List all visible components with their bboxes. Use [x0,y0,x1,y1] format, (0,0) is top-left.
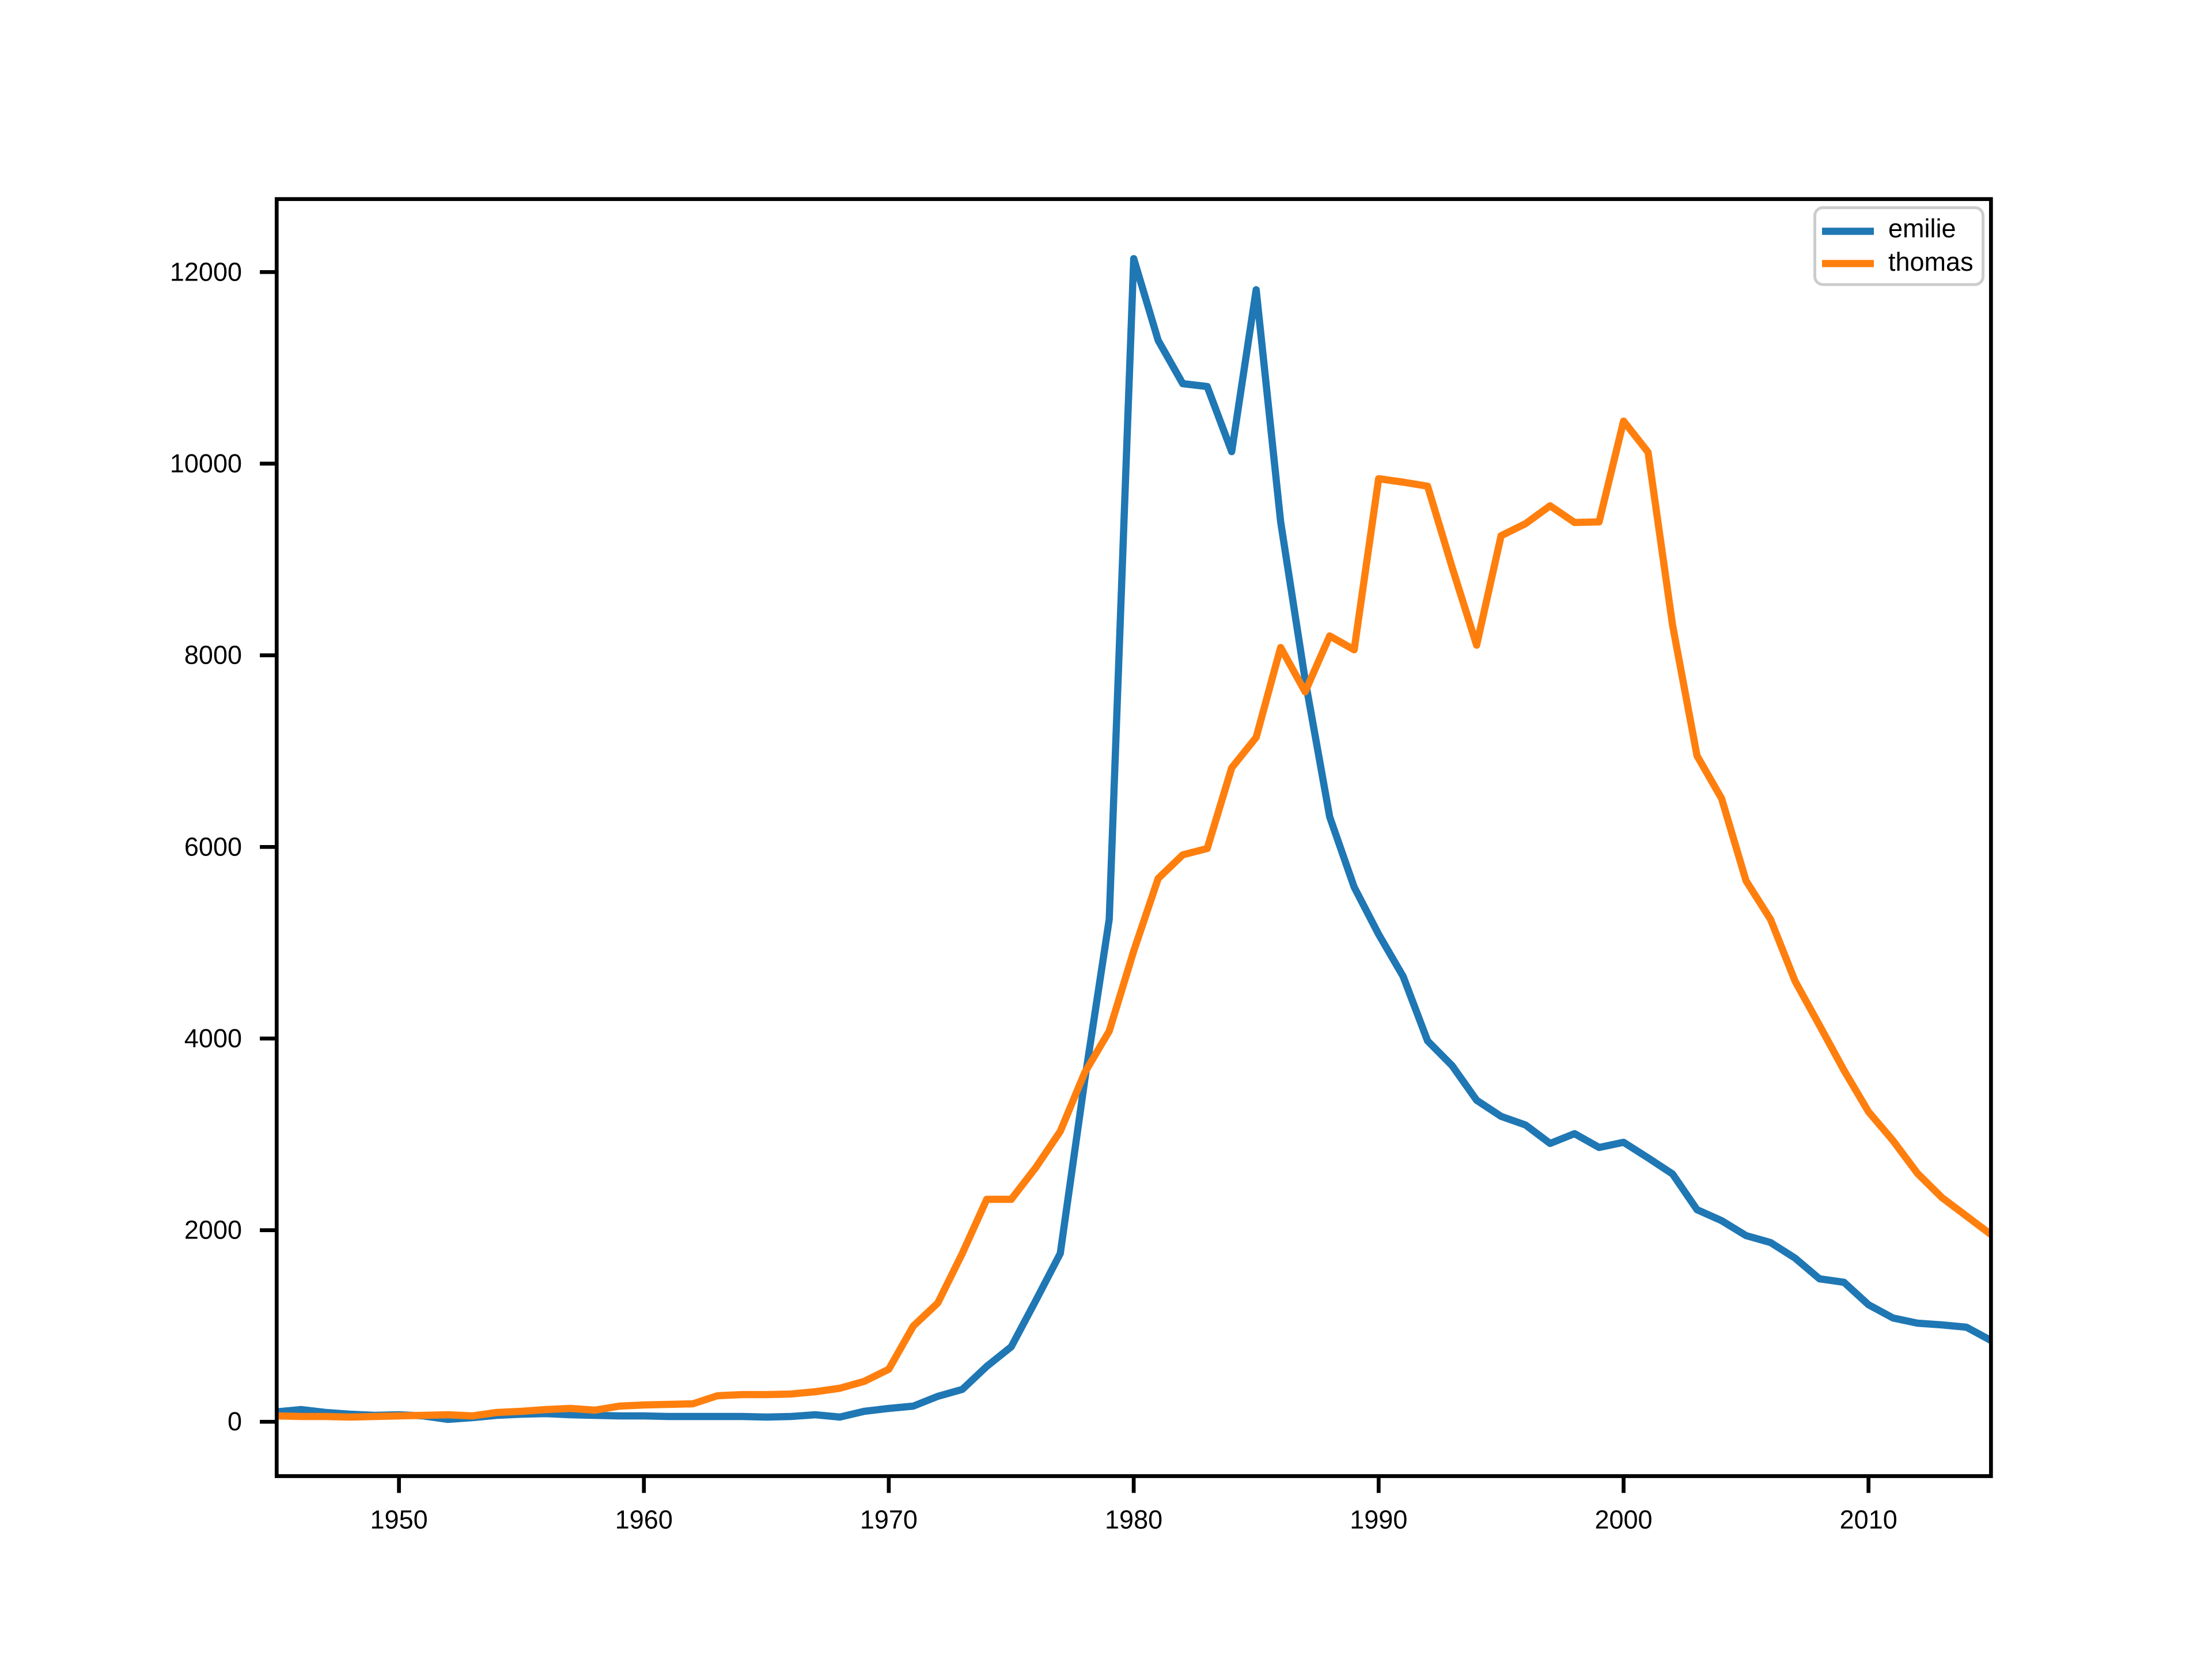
svg-text:1990: 1990 [1350,1505,1407,1534]
svg-text:2000: 2000 [1594,1505,1652,1534]
svg-text:1970: 1970 [860,1505,918,1534]
svg-text:thomas: thomas [1888,247,1974,276]
svg-text:1980: 1980 [1105,1505,1162,1534]
svg-text:8000: 8000 [184,641,242,670]
svg-text:1960: 1960 [615,1505,673,1534]
svg-text:6000: 6000 [184,832,242,861]
svg-text:4000: 4000 [184,1024,242,1053]
svg-text:2000: 2000 [184,1215,242,1245]
svg-text:10000: 10000 [170,449,242,478]
svg-text:1950: 1950 [370,1505,428,1534]
svg-text:0: 0 [228,1407,242,1436]
svg-text:2010: 2010 [1840,1505,1897,1534]
svg-text:emilie: emilie [1888,214,1956,243]
svg-text:12000: 12000 [170,257,242,286]
